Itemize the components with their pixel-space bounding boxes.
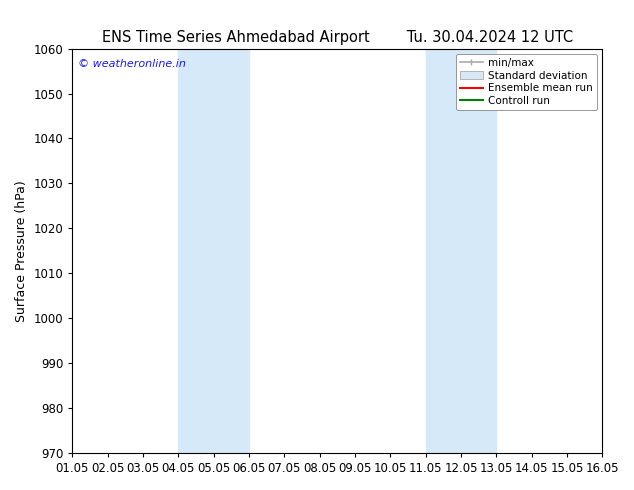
Title: ENS Time Series Ahmedabad Airport        Tu. 30.04.2024 12 UTC: ENS Time Series Ahmedabad Airport Tu. 30… <box>101 30 573 45</box>
Bar <box>178 49 249 453</box>
Legend: min/max, Standard deviation, Ensemble mean run, Controll run: min/max, Standard deviation, Ensemble me… <box>456 54 597 110</box>
Text: © weatheronline.in: © weatheronline.in <box>77 59 186 69</box>
Y-axis label: Surface Pressure (hPa): Surface Pressure (hPa) <box>15 180 28 321</box>
Bar <box>425 49 496 453</box>
